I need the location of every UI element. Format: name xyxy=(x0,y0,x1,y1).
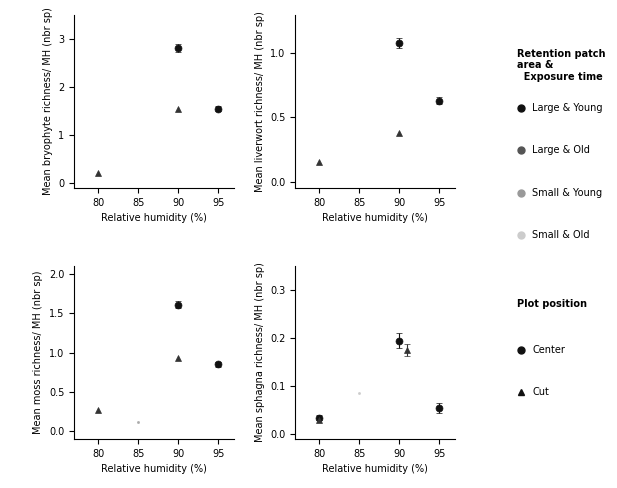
X-axis label: Relative humidity (%): Relative humidity (%) xyxy=(101,465,207,474)
Text: Center: Center xyxy=(532,345,565,355)
Y-axis label: Mean sphagna richness/ MH (nbr sp): Mean sphagna richness/ MH (nbr sp) xyxy=(255,263,265,443)
Y-axis label: Mean moss richness/ MH (nbr sp): Mean moss richness/ MH (nbr sp) xyxy=(33,271,43,434)
X-axis label: Relative humidity (%): Relative humidity (%) xyxy=(323,213,428,223)
Text: Large & Old: Large & Old xyxy=(532,145,590,156)
Text: Large & Young: Large & Young xyxy=(532,103,603,113)
Text: Small & Old: Small & Old xyxy=(532,230,590,241)
Text: Small & Young: Small & Young xyxy=(532,188,603,198)
Text: Retention patch area &
  Exposure time: Retention patch area & Exposure time xyxy=(516,49,605,82)
Y-axis label: Mean liverwort richness/ MH (nbr sp): Mean liverwort richness/ MH (nbr sp) xyxy=(255,11,265,192)
Y-axis label: Mean bryophyte richness/ MH (nbr sp): Mean bryophyte richness/ MH (nbr sp) xyxy=(43,7,52,195)
X-axis label: Relative humidity (%): Relative humidity (%) xyxy=(323,465,428,474)
Text: Plot position: Plot position xyxy=(516,299,587,309)
X-axis label: Relative humidity (%): Relative humidity (%) xyxy=(101,213,207,223)
Text: Cut: Cut xyxy=(532,387,549,398)
